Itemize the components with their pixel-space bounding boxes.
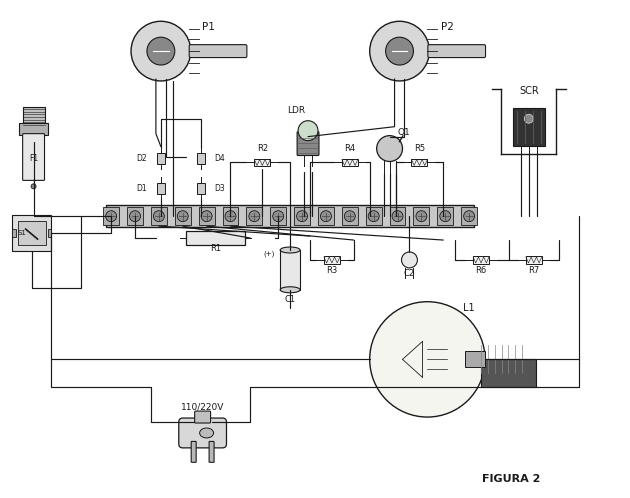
FancyBboxPatch shape (23, 133, 45, 180)
Circle shape (370, 302, 485, 417)
Bar (389, 207, 406, 225)
Bar (473, 256, 489, 263)
Bar (366, 207, 382, 225)
Text: (+): (+) (264, 250, 275, 257)
Bar (157, 183, 165, 194)
Bar (157, 153, 165, 164)
Circle shape (130, 211, 140, 222)
FancyBboxPatch shape (189, 45, 247, 58)
Circle shape (131, 21, 191, 81)
Circle shape (201, 211, 212, 222)
Bar (280, 250, 300, 290)
Text: LDR: LDR (287, 106, 305, 115)
Circle shape (416, 211, 427, 222)
Text: R2: R2 (257, 144, 268, 153)
Text: F1: F1 (29, 154, 38, 163)
FancyBboxPatch shape (191, 441, 196, 462)
Bar (437, 207, 453, 225)
Text: R4: R4 (344, 144, 355, 153)
Text: P2: P2 (441, 22, 454, 32)
Circle shape (31, 184, 36, 189)
Bar (255, 159, 270, 166)
Text: L1: L1 (463, 303, 475, 313)
Bar (12, 229, 16, 237)
Bar (197, 153, 205, 164)
Bar (186, 231, 246, 245)
Bar (47, 229, 52, 237)
Circle shape (401, 252, 418, 268)
Text: D1: D1 (136, 184, 147, 193)
Text: D4: D4 (215, 154, 226, 163)
Text: R3: R3 (326, 266, 338, 275)
Circle shape (392, 211, 403, 222)
Bar (526, 256, 542, 263)
Circle shape (177, 211, 188, 222)
Text: P1: P1 (202, 22, 215, 32)
Text: R1: R1 (210, 244, 221, 252)
Circle shape (524, 114, 533, 123)
Text: C2: C2 (404, 269, 415, 278)
Circle shape (147, 37, 175, 65)
Circle shape (370, 21, 430, 81)
Text: D3: D3 (215, 184, 226, 193)
Text: C1: C1 (285, 295, 295, 304)
FancyBboxPatch shape (209, 441, 214, 462)
FancyBboxPatch shape (179, 418, 227, 448)
Ellipse shape (200, 428, 214, 438)
Text: SCR: SCR (519, 86, 539, 96)
Bar (198, 207, 215, 225)
FancyBboxPatch shape (428, 45, 486, 58)
Bar (481, 359, 536, 387)
Circle shape (154, 211, 164, 222)
Circle shape (106, 211, 117, 222)
Bar (103, 207, 119, 225)
Bar (342, 159, 358, 166)
Text: R6: R6 (476, 266, 487, 275)
Text: 110/220V: 110/220V (181, 402, 224, 412)
Circle shape (249, 211, 260, 222)
Bar (318, 207, 334, 225)
Bar (270, 207, 286, 225)
Text: Q1: Q1 (397, 128, 410, 137)
Bar (127, 207, 143, 225)
Circle shape (440, 211, 450, 222)
Circle shape (298, 121, 318, 140)
Text: R5: R5 (414, 144, 425, 153)
Circle shape (321, 211, 331, 222)
Text: D2: D2 (136, 154, 147, 163)
Bar (465, 352, 484, 368)
Bar (246, 207, 262, 225)
Bar (413, 207, 430, 225)
Bar (23, 107, 45, 124)
Bar (18, 221, 45, 245)
Bar (342, 207, 358, 225)
Circle shape (273, 211, 284, 222)
Bar (324, 256, 340, 263)
FancyBboxPatch shape (195, 411, 210, 423)
Bar (12, 215, 52, 251)
Text: R7: R7 (528, 266, 539, 275)
Ellipse shape (280, 247, 300, 253)
Circle shape (345, 211, 355, 222)
Circle shape (225, 211, 236, 222)
Bar (106, 205, 474, 227)
Bar (513, 108, 545, 145)
Bar (197, 183, 205, 194)
Bar (294, 207, 310, 225)
Text: S1: S1 (17, 230, 26, 236)
Bar (175, 207, 191, 225)
Bar (19, 123, 49, 134)
Bar (461, 207, 477, 225)
Circle shape (464, 211, 474, 222)
Circle shape (386, 37, 413, 65)
FancyBboxPatch shape (297, 131, 319, 155)
Bar (151, 207, 167, 225)
Circle shape (368, 211, 379, 222)
Text: FIGURA 2: FIGURA 2 (483, 474, 541, 484)
Circle shape (377, 135, 403, 161)
Bar (411, 159, 427, 166)
Ellipse shape (280, 287, 300, 293)
Bar (222, 207, 238, 225)
Circle shape (297, 211, 307, 222)
